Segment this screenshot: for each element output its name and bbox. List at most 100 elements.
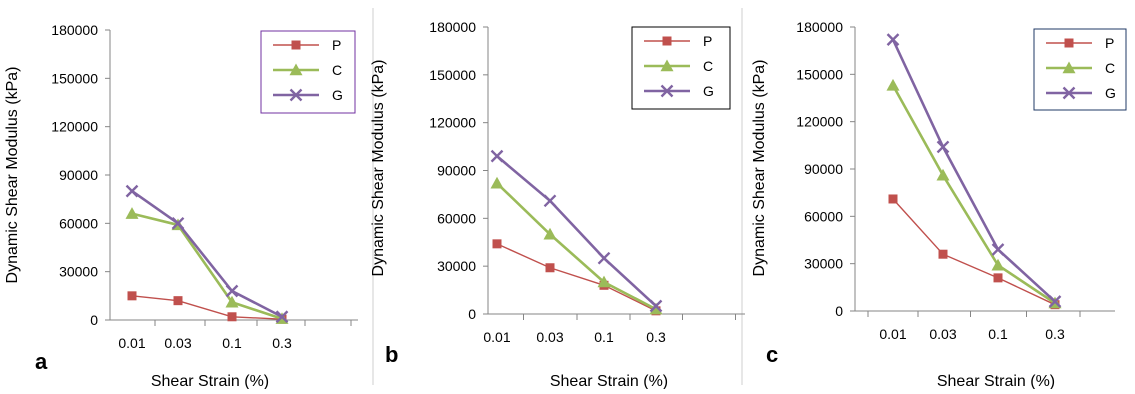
series-G	[125, 184, 289, 324]
y-tick-label: 120000	[429, 115, 476, 131]
y-tick-label: 30000	[59, 264, 98, 280]
data-point	[936, 168, 950, 181]
data-point	[225, 295, 239, 308]
y-tick-label: 90000	[437, 163, 476, 179]
data-point	[938, 249, 948, 259]
y-tick-label: 30000	[804, 256, 843, 272]
y-axis-label: Dynamic Shear Modulus (kPa)	[370, 60, 387, 277]
y-tick-label: 0	[835, 303, 843, 319]
legend-marker	[660, 59, 674, 72]
y-axis-label: Dynamic Shear Modulus (kPa)	[751, 60, 768, 277]
data-point	[886, 33, 900, 46]
data-point	[275, 310, 289, 324]
y-tick-label: 60000	[804, 208, 843, 224]
legend-marker	[289, 88, 303, 102]
series-line	[496, 155, 657, 307]
chart-panel-a: 0 30000 60000 90000 120000 150000 180000 0.01 0.…	[4, 22, 358, 390]
x-axis-label: Shear Strain (%)	[151, 373, 269, 389]
data-point	[490, 176, 504, 189]
series-G	[490, 149, 663, 313]
data-point	[886, 78, 900, 91]
data-point	[991, 258, 1005, 271]
y-tick-label: 180000	[796, 19, 843, 35]
chart-panel-c: 0 30000 60000 90000 120000 150000 180000 0.01 0.…	[751, 19, 1127, 390]
data-point	[173, 296, 183, 306]
data-point	[1048, 295, 1062, 308]
legend-marker	[291, 40, 301, 50]
x-axis-label: Shear Strain (%)	[550, 373, 668, 389]
y-tick-label: 120000	[51, 119, 98, 135]
data-point	[543, 194, 557, 208]
data-point	[993, 273, 1003, 283]
x-tick-label: 0.1	[988, 326, 1008, 342]
series-C	[886, 78, 1062, 309]
legend-label: P	[1105, 35, 1114, 51]
y-tick-label: 90000	[804, 161, 843, 177]
legend: PCG	[631, 26, 731, 110]
data-point	[888, 194, 898, 204]
legend-marker	[289, 63, 303, 76]
data-point	[543, 227, 557, 240]
data-point	[227, 312, 237, 322]
x-axis-label: Shear Strain (%)	[937, 373, 1055, 389]
panel-letter: b	[385, 342, 398, 367]
panel-letter: a	[35, 349, 48, 374]
legend-label: C	[703, 58, 713, 74]
y-tick-label: 30000	[437, 258, 476, 274]
x-tick-label: 0.01	[483, 329, 510, 345]
y-tick-label: 60000	[59, 215, 98, 231]
y-axis-label: Dynamic Shear Modulus (kPa)	[4, 67, 21, 284]
series-P	[888, 194, 1060, 310]
series-line	[496, 182, 657, 311]
series-line	[891, 39, 1056, 303]
y-tick-label: 120000	[796, 114, 843, 130]
legend-label: G	[1105, 85, 1116, 101]
data-point	[597, 251, 611, 265]
legend-marker	[1062, 86, 1076, 100]
x-tick-label: 0.3	[646, 329, 666, 345]
y-tick-label: 0	[468, 306, 476, 322]
y-tick-label: 180000	[51, 22, 98, 38]
data-point	[127, 291, 137, 301]
x-tick-label: 0.03	[929, 326, 956, 342]
legend: PCG	[260, 30, 356, 114]
x-tick-label: 0.03	[536, 329, 563, 345]
legend-label: G	[332, 87, 343, 103]
x-tick-label: 0.1	[594, 329, 614, 345]
series-line	[892, 198, 1056, 306]
y-tick-label: 150000	[429, 67, 476, 83]
series-line	[131, 190, 283, 318]
legend-marker	[660, 84, 674, 98]
x-tick-label: 0.03	[164, 335, 191, 351]
panel-letter: c	[766, 342, 778, 367]
legend-marker	[1062, 61, 1076, 74]
y-tick-label: 0	[90, 312, 98, 328]
legend-label: G	[703, 83, 714, 99]
legend-label: C	[1105, 60, 1115, 76]
data-point	[649, 302, 663, 315]
series-line	[131, 295, 283, 320]
legend: PCG	[1033, 28, 1127, 111]
data-point	[490, 149, 504, 163]
x-tick-label: 0.3	[1045, 326, 1065, 342]
y-tick-label: 150000	[796, 66, 843, 82]
y-tick-label: 90000	[59, 167, 98, 183]
data-point	[936, 140, 950, 154]
data-point	[991, 243, 1005, 256]
data-point	[225, 284, 239, 298]
data-point	[171, 216, 185, 230]
x-tick-label: 0.01	[879, 326, 906, 342]
series-line	[131, 212, 283, 320]
legend-label: C	[332, 62, 342, 78]
series-P	[492, 239, 661, 316]
series-line	[891, 84, 1056, 305]
legend-marker	[662, 36, 672, 46]
legend-label: P	[703, 33, 712, 49]
y-tick-label: 180000	[429, 19, 476, 35]
series-G	[886, 33, 1062, 308]
legend-marker	[1064, 38, 1074, 48]
data-point	[125, 207, 139, 219]
y-tick-label: 150000	[51, 70, 98, 86]
